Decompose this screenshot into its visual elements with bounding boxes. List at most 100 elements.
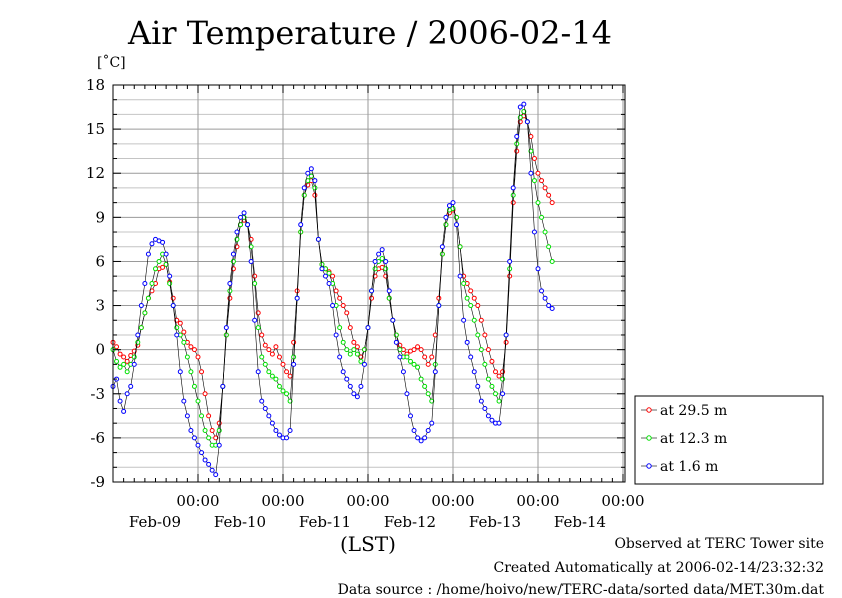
data-point: [432, 361, 438, 367]
data-point: [145, 295, 151, 301]
data-point: [347, 351, 353, 357]
data-point: [280, 361, 286, 367]
data-point: [121, 408, 127, 414]
data-point: [323, 273, 328, 279]
data-point: [386, 295, 392, 301]
y-tick-label: 9: [95, 208, 105, 226]
data-point: [262, 405, 268, 411]
data-point: [312, 192, 318, 198]
data-point: [549, 258, 555, 264]
data-point: [344, 376, 350, 382]
data-point: [372, 258, 378, 264]
data-point: [177, 320, 183, 326]
data-point: [358, 358, 364, 364]
data-point: [546, 303, 552, 309]
data-point: [507, 273, 513, 279]
data-point: [202, 391, 208, 397]
data-point: [301, 192, 307, 198]
data-point: [354, 344, 360, 350]
data-point: [259, 354, 265, 360]
legend: at 29.5 m at 12.3 m at 1.6 m: [634, 395, 824, 485]
data-point: [517, 104, 523, 110]
data-point: [400, 369, 406, 375]
data-point: [422, 354, 428, 360]
legend-label: at 1.6 m: [660, 459, 718, 475]
data-point: [167, 273, 173, 279]
data-point: [436, 295, 442, 301]
data-point: [114, 344, 120, 350]
data-point: [351, 347, 357, 353]
data-point: [117, 351, 123, 357]
data-point: [397, 354, 403, 360]
data-point: [301, 185, 307, 191]
data-point: [347, 325, 353, 331]
data-point: [191, 347, 197, 353]
data-point: [422, 435, 428, 441]
data-point: [269, 420, 275, 426]
data-point: [238, 214, 243, 220]
data-point: [369, 295, 375, 301]
data-point: [539, 214, 545, 220]
data-point: [216, 442, 222, 448]
data-point: [468, 303, 474, 309]
data-point: [223, 332, 229, 338]
footer-data-source: Data source : /home/hoivo/new/TERC-data/…: [337, 582, 824, 598]
data-point: [206, 461, 212, 467]
data-point: [188, 428, 194, 434]
data-point: [446, 203, 452, 209]
data-point: [199, 450, 205, 456]
data-point: [181, 398, 187, 404]
data-point: [287, 398, 293, 404]
data-point: [422, 383, 428, 389]
data-point: [415, 344, 421, 350]
data-point: [507, 258, 513, 264]
data-point: [230, 251, 236, 257]
data-point: [411, 347, 417, 353]
data-point: [475, 303, 481, 309]
data-point: [276, 432, 282, 438]
y-tick-label: -3: [90, 385, 105, 403]
x-tick-time-label: 00:00: [346, 492, 389, 510]
data-point: [287, 428, 293, 434]
data-point: [521, 101, 527, 107]
data-point: [191, 383, 197, 389]
data-point: [531, 178, 537, 184]
data-point: [468, 288, 474, 294]
x-tick-time-label: 00:00: [261, 492, 304, 510]
data-point: [471, 295, 477, 301]
data-point: [160, 239, 166, 245]
x-tick-time-label: 00:00: [601, 492, 644, 510]
data-point: [354, 351, 360, 357]
data-point: [411, 361, 417, 367]
data-point: [489, 358, 495, 364]
data-point: [461, 281, 467, 286]
data-point: [376, 251, 382, 257]
data-point: [429, 354, 435, 360]
plot-area: [113, 85, 625, 482]
data-point: [503, 339, 509, 345]
data-point: [206, 435, 212, 441]
data-point: [443, 214, 449, 220]
data-point: [135, 332, 141, 338]
data-point: [503, 332, 509, 338]
data-point: [138, 303, 144, 309]
footer-site: Observed at TERC Tower site: [614, 536, 824, 552]
data-point: [181, 339, 187, 345]
data-point: [425, 428, 431, 434]
data-point: [411, 428, 417, 434]
y-tick-label: -9: [90, 473, 105, 491]
data-point: [308, 173, 314, 179]
data-point: [418, 438, 424, 444]
data-point: [354, 394, 360, 400]
data-point: [457, 244, 463, 250]
data-point: [333, 288, 339, 294]
data-point: [510, 185, 516, 191]
data-point: [361, 347, 367, 353]
data-point: [195, 442, 201, 448]
data-point: [475, 383, 481, 389]
data-point: [337, 354, 343, 360]
data-point: [124, 369, 130, 375]
data-point: [188, 344, 194, 350]
data-point: [461, 317, 467, 323]
data-point: [195, 398, 201, 404]
